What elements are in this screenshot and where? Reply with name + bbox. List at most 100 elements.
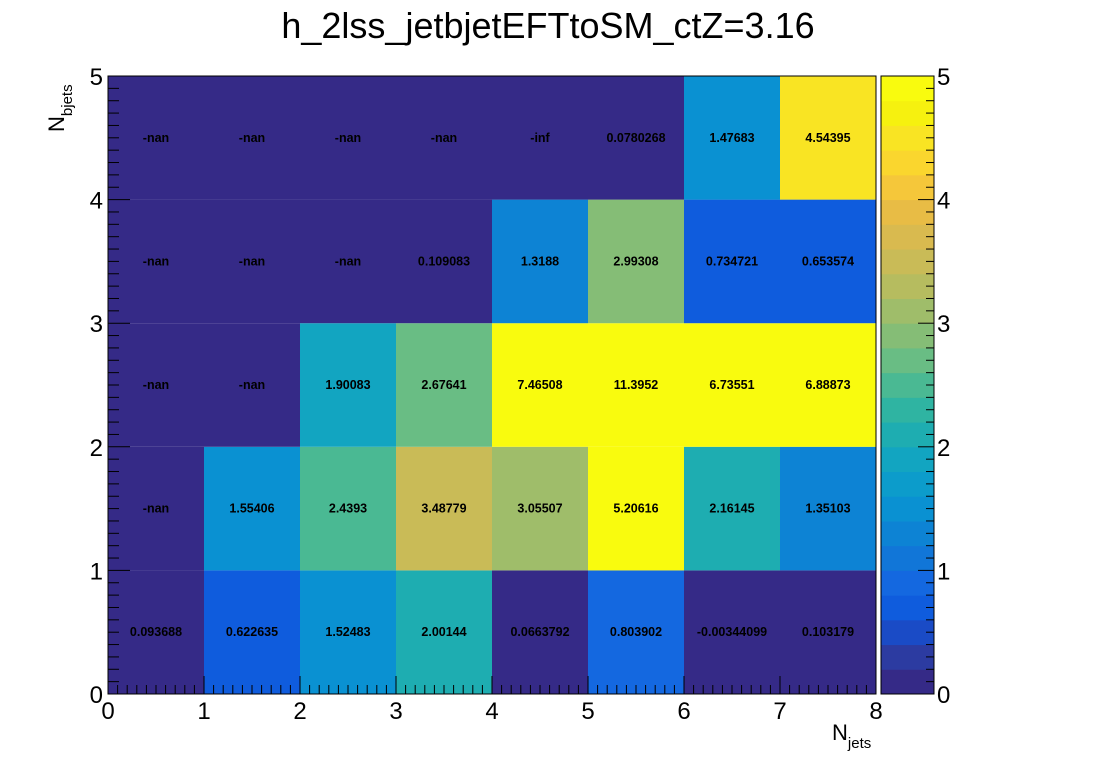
- cell-value-label: 2.16145: [709, 502, 754, 516]
- heatmap-cell: [396, 570, 492, 694]
- heatmap-cell: [684, 570, 780, 694]
- x-axis-label: Njets: [832, 720, 871, 752]
- cell-value-label: 0.103179: [802, 625, 854, 639]
- color-scale-band: [881, 76, 934, 102]
- cell-value-label: 1.90083: [325, 378, 370, 392]
- cell-value-label: -nan: [143, 502, 169, 516]
- cell-value-label: 0.093688: [130, 625, 182, 639]
- heatmap-cell: [588, 76, 684, 200]
- cell-value-label: -nan: [239, 131, 265, 145]
- heatmap-cell: [492, 446, 588, 571]
- heatmap-cell: [780, 570, 876, 694]
- heatmap-cell: [300, 446, 396, 571]
- z-tick-label: 0: [937, 682, 950, 709]
- x-tick-label: 2: [293, 698, 306, 725]
- heatmap-cell: [492, 199, 588, 324]
- cell-value-label: 2.99308: [613, 254, 658, 268]
- cell-value-label: -nan: [431, 131, 457, 145]
- heatmap-cells: [108, 76, 876, 694]
- color-scale-band: [881, 224, 934, 250]
- color-scale-band: [881, 273, 934, 299]
- heatmap-cell: [588, 323, 684, 447]
- cell-value-label: 1.55406: [229, 502, 274, 516]
- heatmap-cell: [300, 570, 396, 694]
- heatmap-cell: [780, 323, 876, 447]
- x-axis: 0 1 2 3 4 5 6 7 8: [101, 676, 883, 725]
- heatmap-cell: [492, 76, 588, 200]
- color-scale-axis: 0 1 2 3 4 5: [918, 64, 950, 709]
- cell-value-label: -nan: [335, 131, 361, 145]
- heatmap-cell: [204, 323, 300, 447]
- color-scale-band: [881, 397, 934, 423]
- heatmap-cell: [204, 446, 300, 571]
- heatmap-cell: [780, 446, 876, 571]
- cell-value-label: 1.3188: [521, 254, 559, 268]
- cell-value-label: 7.46508: [517, 378, 562, 392]
- heatmap-cell: [300, 323, 396, 447]
- color-scale-band: [881, 619, 934, 646]
- cell-value-label: 2.67641: [421, 378, 466, 392]
- heatmap-cell: [780, 76, 876, 200]
- z-tick-label: 4: [937, 188, 950, 215]
- color-scale-band: [881, 347, 934, 374]
- cell-value-label: -nan: [143, 131, 169, 145]
- heatmap-cell: [108, 570, 204, 694]
- color-scale-band: [881, 422, 934, 448]
- cell-value-label: -nan: [143, 378, 169, 392]
- cell-value-label: -0.00344099: [697, 625, 767, 639]
- cell-value-label: -nan: [335, 254, 361, 268]
- y-tick-label: 2: [90, 435, 103, 462]
- x-tick-label: 4: [485, 698, 498, 725]
- heatmap-cell: [492, 323, 588, 447]
- cell-value-label: 0.0663792: [510, 625, 569, 639]
- color-scale-band: [881, 446, 934, 473]
- color-scale-band: [881, 471, 934, 497]
- cell-value-label: -inf: [530, 131, 550, 145]
- cell-value-label: 3.48779: [421, 502, 466, 516]
- y-tick-label: 5: [90, 64, 103, 91]
- z-tick-label: 2: [937, 435, 950, 462]
- cell-value-label: 2.4393: [329, 502, 367, 516]
- x-tick-label: 6: [677, 698, 690, 725]
- color-scale-band: [881, 595, 934, 621]
- cell-value-label: 0.653574: [802, 254, 854, 268]
- heatmap-cell: [108, 199, 204, 324]
- y-axis: 0 1 2 3 4 5: [90, 64, 130, 709]
- heatmap-cell: [108, 323, 204, 447]
- x-tick-label: 0: [101, 698, 114, 725]
- heatmap-cell: [204, 199, 300, 324]
- cell-value-label: 0.622635: [226, 625, 278, 639]
- cell-value-label: 0.0780268: [606, 131, 665, 145]
- heatmap-cell: [300, 76, 396, 200]
- cell-value-label: 11.3952: [614, 378, 659, 392]
- z-tick-label: 1: [937, 558, 950, 585]
- color-scale-band: [881, 249, 934, 275]
- heatmap-cell: [396, 446, 492, 571]
- heatmap-cell: [204, 570, 300, 694]
- cell-value-label: 0.109083: [418, 254, 470, 268]
- cell-value-label: 4.54395: [805, 131, 850, 145]
- cell-value-label: 1.47683: [709, 131, 754, 145]
- color-scale-band: [881, 125, 934, 151]
- x-tick-label: 7: [773, 698, 786, 725]
- heatmap-cell: [684, 323, 780, 447]
- heatmap-cell: [108, 76, 204, 200]
- z-tick-label: 3: [937, 311, 950, 338]
- x-tick-label: 5: [581, 698, 594, 725]
- heatmap-cell: [588, 199, 684, 324]
- color-scale-band: [881, 298, 934, 324]
- color-scale-band: [881, 100, 934, 126]
- y-tick-label: 4: [90, 188, 103, 215]
- heatmap-cell: [204, 76, 300, 200]
- cell-value-label: 1.52483: [325, 625, 370, 639]
- color-scale-band: [881, 570, 934, 596]
- y-tick-label: 0: [90, 682, 103, 709]
- heatmap-cell: [780, 199, 876, 324]
- color-scale-bar: [880, 75, 935, 695]
- y-axis-label: Nbjets: [44, 84, 76, 132]
- x-tick-label: 8: [869, 698, 882, 725]
- heatmap-cell: [684, 199, 780, 324]
- cell-value-label: 5.20616: [613, 502, 658, 516]
- cell-value-label: 0.734721: [706, 254, 758, 268]
